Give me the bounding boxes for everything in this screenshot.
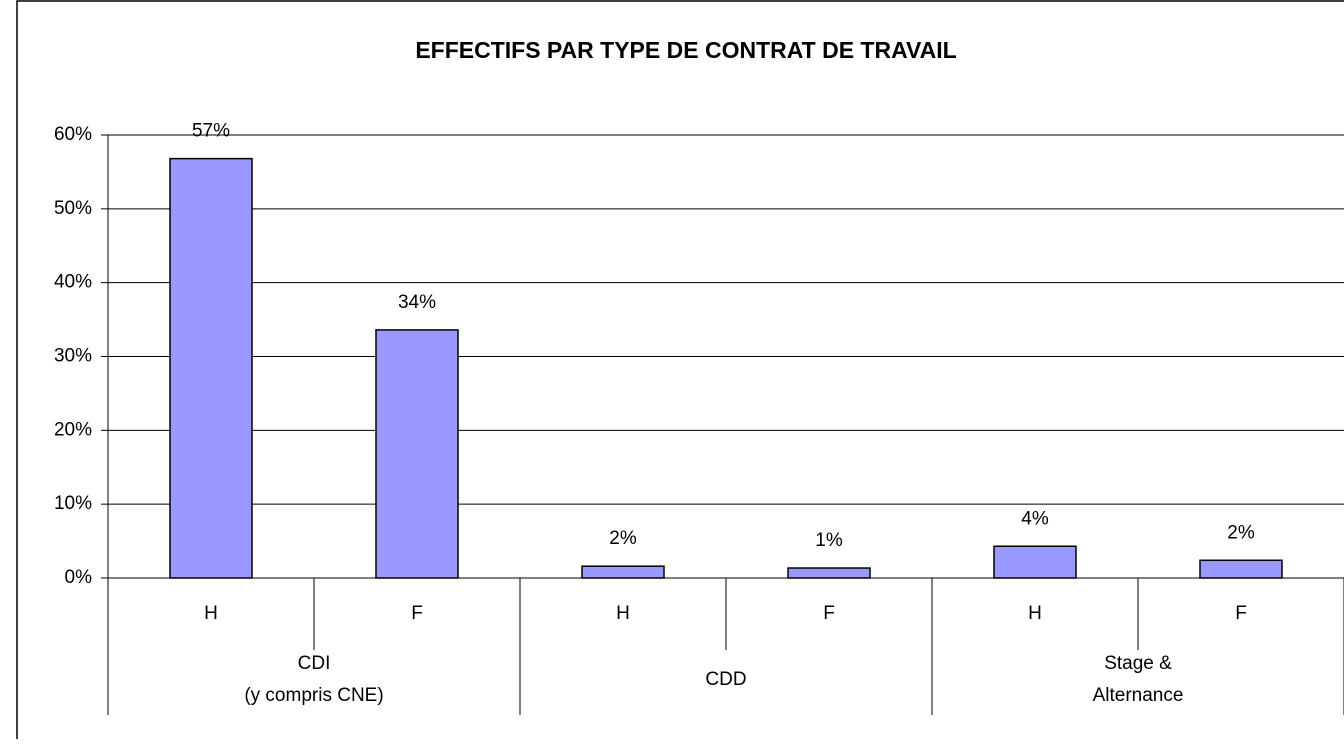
group-label: (y compris CNE) bbox=[244, 685, 383, 706]
bar bbox=[1199, 559, 1283, 579]
y-tick-label: 0% bbox=[65, 567, 93, 588]
bar bbox=[169, 157, 253, 579]
y-tick-label: 10% bbox=[54, 493, 92, 514]
x-tick-label: F bbox=[1235, 603, 1247, 624]
y-tick-label: 20% bbox=[54, 419, 92, 440]
data-label: 57% bbox=[192, 121, 230, 142]
chart-title: EFFECTIFS PAR TYPE DE CONTRAT DE TRAVAIL bbox=[415, 37, 956, 63]
data-label: 2% bbox=[609, 528, 637, 549]
data-label: 1% bbox=[815, 530, 843, 551]
group-label: CDI bbox=[298, 653, 331, 674]
x-tick-label: H bbox=[204, 603, 218, 624]
x-tick-label: H bbox=[1028, 603, 1042, 624]
x-tick-label: H bbox=[616, 603, 630, 624]
x-tick-label: F bbox=[411, 603, 423, 624]
bar bbox=[581, 565, 665, 579]
group-label: Stage & bbox=[1104, 653, 1172, 674]
data-label: 2% bbox=[1227, 522, 1255, 543]
x-tick-label: F bbox=[823, 603, 835, 624]
group-label: Alternance bbox=[1093, 685, 1184, 706]
y-tick-label: 30% bbox=[54, 346, 92, 367]
y-tick-label: 60% bbox=[54, 124, 92, 145]
data-label: 4% bbox=[1021, 508, 1049, 529]
y-tick-label: 50% bbox=[54, 198, 92, 219]
bar bbox=[375, 329, 459, 579]
bar bbox=[787, 567, 871, 579]
bar bbox=[993, 545, 1077, 579]
y-tick-label: 40% bbox=[54, 272, 92, 293]
data-label: 34% bbox=[398, 292, 436, 313]
group-label: CDD bbox=[705, 669, 746, 690]
